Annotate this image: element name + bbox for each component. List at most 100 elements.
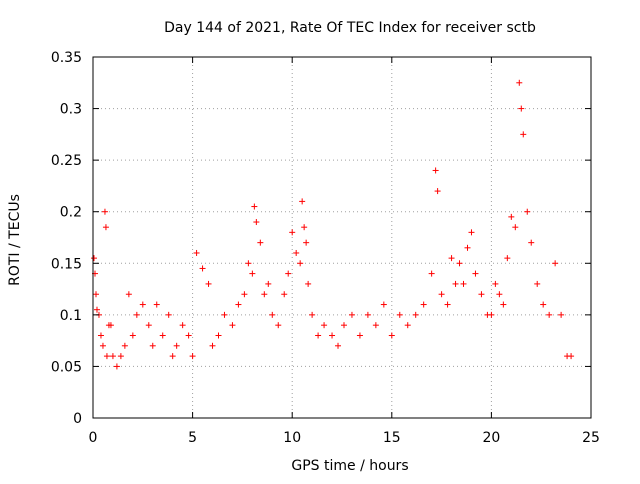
data-point — [275, 322, 282, 329]
data-point — [129, 332, 136, 339]
data-point — [193, 249, 200, 256]
data-point — [528, 239, 535, 246]
data-point — [102, 224, 109, 231]
y-tick-label: 0.2 — [60, 205, 82, 221]
data-point — [512, 224, 519, 231]
data-point — [534, 280, 541, 287]
data-point — [348, 311, 355, 318]
data-point — [524, 208, 531, 215]
x-tick-label: 10 — [283, 430, 301, 446]
data-point — [428, 270, 435, 277]
plot-frame — [92, 56, 592, 419]
data-point — [500, 301, 507, 308]
data-point — [107, 322, 114, 329]
data-point — [540, 301, 547, 308]
data-point — [520, 131, 527, 138]
data-point — [464, 244, 471, 251]
data-point — [315, 332, 322, 339]
data-point — [257, 239, 264, 246]
data-point — [215, 332, 222, 339]
data-point — [249, 270, 256, 277]
grid-lines — [93, 57, 591, 418]
data-point — [448, 255, 455, 262]
data-point — [145, 322, 152, 329]
data-point — [372, 322, 379, 329]
data-point — [90, 255, 97, 262]
data-point — [364, 311, 371, 318]
data-point — [303, 239, 310, 246]
data-point — [221, 311, 228, 318]
data-point — [504, 255, 511, 262]
y-axis-label: ROTI / TECUs — [7, 194, 23, 286]
x-tick-label: 20 — [482, 430, 500, 446]
x-tick-label: 5 — [188, 430, 197, 446]
x-tick-label: 0 — [89, 430, 98, 446]
data-point — [335, 342, 342, 349]
data-point — [396, 311, 403, 318]
data-point — [245, 260, 252, 267]
data-point — [293, 249, 300, 256]
data-point — [496, 291, 503, 298]
data-point — [301, 224, 308, 231]
y-tick-label: 0.05 — [51, 359, 82, 375]
data-point — [205, 280, 212, 287]
data-point — [109, 353, 116, 360]
data-point — [199, 265, 206, 272]
data-point — [241, 291, 248, 298]
data-point — [558, 311, 565, 318]
data-point — [93, 306, 100, 313]
data-point — [139, 301, 146, 308]
y-tick-label: 0.3 — [60, 102, 82, 118]
data-point — [508, 213, 515, 220]
data-point — [432, 167, 439, 174]
chart-title: Day 144 of 2021, Rate Of TEC Index for r… — [164, 20, 536, 36]
data-point — [179, 322, 186, 329]
data-point — [289, 229, 296, 236]
data-point — [97, 332, 104, 339]
data-point — [149, 342, 156, 349]
y-tick-label: 0.25 — [51, 153, 82, 169]
data-point — [478, 291, 485, 298]
data-point — [468, 229, 475, 236]
data-points — [90, 79, 575, 370]
data-point — [516, 79, 523, 86]
data-point — [269, 311, 276, 318]
x-axis-label: GPS time / hours — [291, 458, 408, 474]
data-point — [125, 291, 132, 298]
data-point — [518, 105, 525, 112]
data-point — [209, 342, 216, 349]
data-point — [285, 270, 292, 277]
data-point — [169, 353, 176, 360]
data-point — [133, 311, 140, 318]
data-point — [420, 301, 427, 308]
data-point — [153, 301, 160, 308]
data-point — [546, 311, 553, 318]
data-point — [434, 188, 441, 195]
data-point — [321, 322, 328, 329]
data-point — [189, 353, 196, 360]
data-point — [299, 198, 306, 205]
data-point — [235, 301, 242, 308]
data-point — [101, 208, 108, 215]
data-point — [229, 322, 236, 329]
data-point — [404, 322, 411, 329]
data-point — [253, 219, 260, 226]
data-point — [356, 332, 363, 339]
data-point — [456, 260, 463, 267]
data-point — [99, 342, 106, 349]
data-point — [297, 260, 304, 267]
axis-ticks: 0 5 10 15 20 25 0 0.05 0.1 0.15 0.2 0.25 0.3 0.35 — [51, 50, 600, 446]
data-point — [552, 260, 559, 267]
data-point — [251, 203, 258, 210]
data-point — [113, 363, 120, 370]
y-tick-label: 0 — [73, 411, 82, 427]
data-point — [265, 280, 272, 287]
y-tick-label: 0.1 — [60, 308, 82, 324]
data-point — [438, 291, 445, 298]
data-point — [159, 332, 166, 339]
data-point — [340, 322, 347, 329]
data-point — [185, 332, 192, 339]
data-point — [329, 332, 336, 339]
data-point — [412, 311, 419, 318]
